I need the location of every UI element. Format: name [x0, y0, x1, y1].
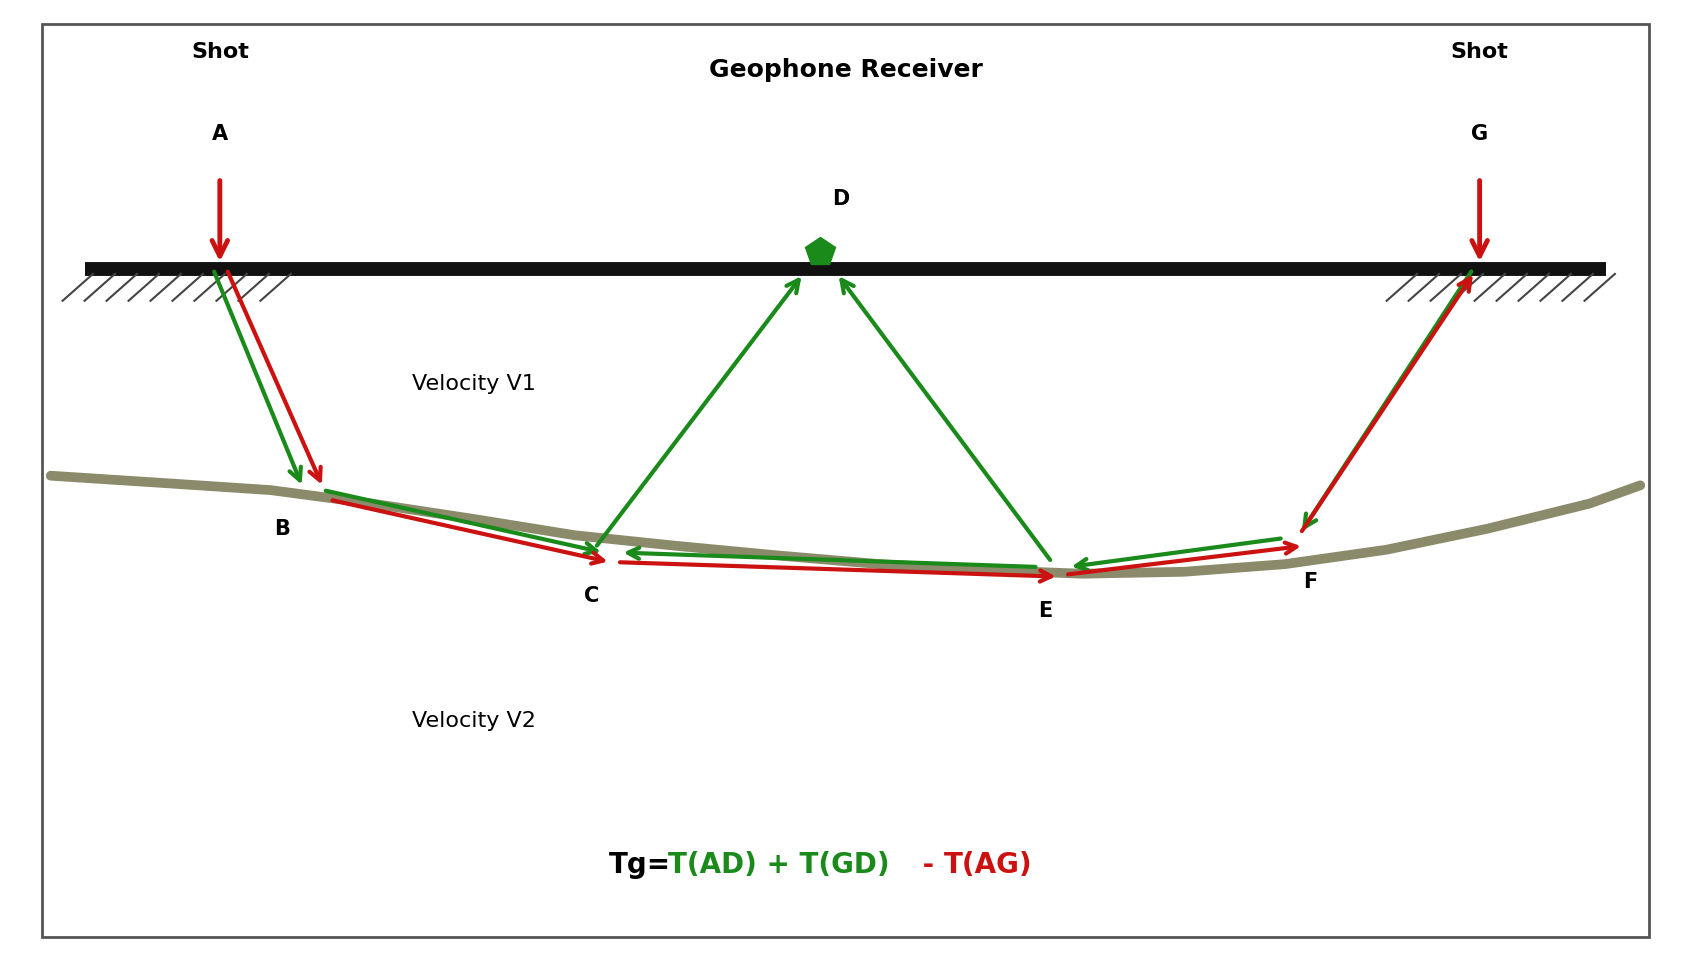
Text: C: C: [583, 586, 600, 606]
Text: G: G: [1471, 124, 1488, 144]
Text: F: F: [1304, 572, 1317, 592]
Text: A: A: [211, 124, 228, 144]
Text: T(AG): T(AG): [944, 850, 1032, 879]
Text: T(AD) + T(GD): T(AD) + T(GD): [668, 850, 889, 879]
Text: Tg=: Tg=: [609, 850, 671, 879]
Text: Velocity V2: Velocity V2: [411, 711, 536, 730]
Text: -: -: [913, 850, 944, 879]
Text: Velocity V1: Velocity V1: [411, 375, 536, 394]
Text: Shot: Shot: [1451, 42, 1508, 62]
Text: B: B: [274, 519, 291, 539]
Text: Geophone Receiver: Geophone Receiver: [709, 58, 982, 82]
Text: D: D: [832, 189, 849, 209]
Text: Shot: Shot: [191, 42, 249, 62]
Text: E: E: [1038, 601, 1052, 621]
